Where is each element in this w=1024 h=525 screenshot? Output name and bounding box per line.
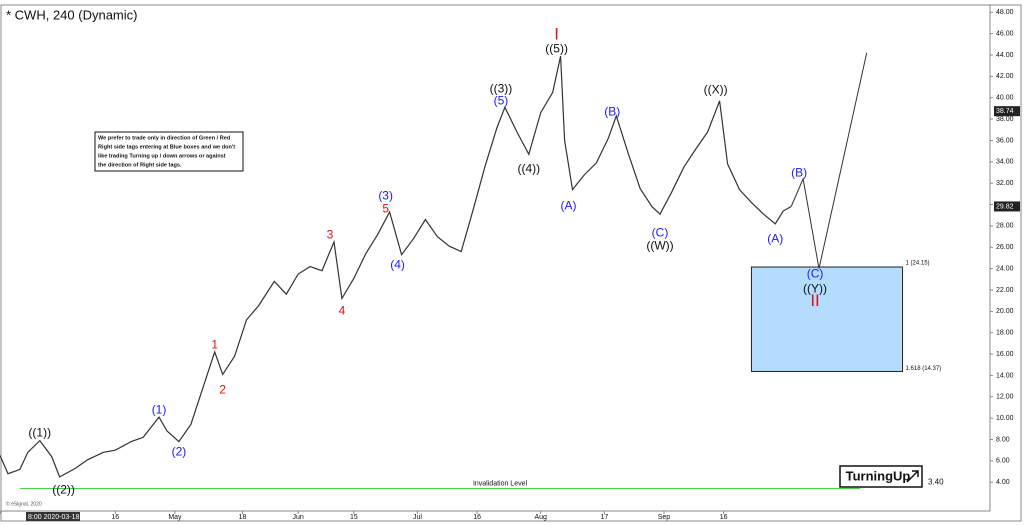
y-tick-label: 40.00	[996, 95, 1014, 102]
price-line	[0, 55, 792, 478]
x-tick-label: May	[168, 514, 182, 521]
x-tick-label: 17	[600, 514, 608, 521]
y-tick-label: 38.00	[996, 116, 1014, 123]
wave-label: (2)	[172, 444, 187, 458]
y-tick-label: 22.00	[996, 287, 1014, 294]
note-line: Right side tags entering at Blue boxes a…	[98, 144, 235, 150]
wave-label: ((1))	[28, 425, 51, 439]
wave-label: ((4))	[517, 161, 540, 175]
y-tick-label: 34.00	[996, 159, 1014, 166]
logo: TurningUp	[846, 468, 911, 483]
wave-label: 3	[327, 227, 334, 241]
wave-label: (1)	[152, 403, 167, 417]
price-marker-box	[994, 106, 1020, 117]
wave-label: ((W))	[646, 238, 673, 252]
target-box	[750, 266, 904, 372]
wave-label: ((Y))	[803, 282, 827, 296]
logo-box	[839, 465, 923, 488]
target-top-label: 1 (24.15)	[906, 261, 930, 267]
wave-label: (4)	[390, 257, 405, 271]
frame	[0, 4, 1022, 522]
invalidation-label: Invalidation Level	[473, 480, 528, 487]
x-tick-label: Sep	[658, 514, 671, 521]
note-line: We prefer to trade only in direction of …	[98, 135, 231, 141]
y-tick-label: 48.00	[996, 9, 1014, 16]
wave-label: ((2))	[52, 483, 75, 497]
x-tick-label: 8:00 2020-03-18	[28, 514, 79, 521]
wave-label: II	[810, 291, 819, 310]
y-tick-label: 18.00	[996, 330, 1014, 337]
x-tick-label: 16	[720, 514, 728, 521]
copyright: © eSignal, 2020	[6, 500, 42, 507]
y-tick-label: 10.00	[996, 415, 1014, 422]
chart-title: * CWH, 240 (Dynamic)	[6, 7, 137, 22]
y-tick-label: 42.00	[996, 73, 1014, 80]
y-tick-label: 46.00	[996, 30, 1014, 37]
y-tick-label: 4.00	[996, 479, 1010, 486]
x-tick-label: Jul	[413, 514, 422, 521]
y-tick-label: 32.00	[996, 180, 1014, 187]
invalidation-value: 3.40	[928, 478, 944, 487]
x-tick-label: Jun	[293, 514, 304, 521]
wave-label: (C)	[807, 266, 824, 280]
price-marker-label: 38.74	[996, 108, 1014, 115]
y-tick-label: 6.00	[996, 458, 1010, 465]
wave-label: (3)	[378, 188, 393, 202]
wave-label: ((5))	[545, 41, 568, 55]
wave-label: 1	[211, 337, 218, 351]
y-tick-label: 8.00	[996, 436, 1010, 443]
wave-label: (5)	[494, 93, 509, 107]
note-line: like trading Turning up / down arrows or…	[98, 153, 226, 159]
x-tick-label: Aug	[534, 514, 547, 521]
y-tick-label: 14.00	[996, 372, 1014, 379]
wave-label: (B)	[604, 104, 620, 118]
wave-label: (A)	[561, 198, 577, 212]
y-tick-label: 12.00	[996, 394, 1014, 401]
x-tick-label: 16	[111, 514, 119, 521]
x-cursor-box	[26, 512, 80, 521]
wave-label: (C)	[652, 225, 669, 239]
wave-label: I	[554, 25, 559, 44]
logo-arrow	[906, 470, 919, 483]
note-line: the direction of Right side tags.	[98, 162, 182, 168]
y-tick-label: 16.00	[996, 351, 1014, 358]
wave-label: 2	[219, 382, 226, 396]
y-tick-label: 24.00	[996, 265, 1014, 272]
y-tick-label: 36.00	[996, 137, 1014, 144]
projection-line	[790, 52, 868, 269]
x-tick-label: 16	[473, 514, 481, 521]
price-marker-box	[994, 201, 1020, 212]
price-marker-label: 29.82	[996, 203, 1014, 210]
target-bottom-label: 1.618 (14.37)	[906, 366, 942, 372]
wave-label: (B)	[791, 165, 807, 179]
y-tick-label: 26.00	[996, 244, 1014, 251]
wave-label: ((X))	[704, 82, 728, 96]
wave-label: (A)	[767, 231, 783, 245]
wave-label: ((3))	[490, 81, 513, 95]
y-tick-label: 28.00	[996, 223, 1014, 230]
y-tick-label: 20.00	[996, 308, 1014, 315]
y-tick-label: 44.00	[996, 52, 1014, 59]
x-tick-label: 15	[350, 514, 358, 521]
wave-label: 5	[382, 202, 389, 216]
note-box	[94, 131, 244, 172]
wave-label: 4	[339, 304, 346, 318]
x-tick-label: 18	[239, 514, 247, 521]
